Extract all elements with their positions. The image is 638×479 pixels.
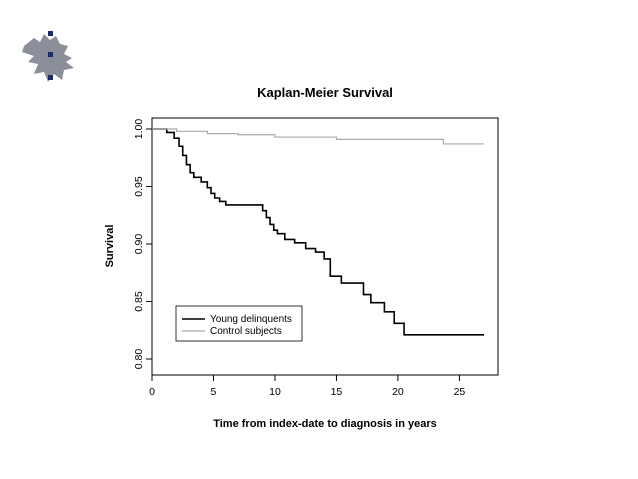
y-axis: 0.80 0.85 0.90 0.95 1.00: [133, 119, 152, 370]
logo-lion-shape: [22, 34, 74, 82]
logo-square-2: [48, 52, 53, 57]
series-line-young-delinquents: [152, 128, 484, 336]
university-logo: [22, 31, 74, 82]
y-tick-label: 0.85: [133, 291, 145, 312]
y-axis-label: Survival: [104, 225, 116, 268]
x-tick-label: 5: [211, 386, 217, 398]
y-tick-label: 0.95: [133, 176, 145, 197]
x-tick-label: 15: [331, 386, 343, 398]
chart-title: Kaplan-Meier Survival: [257, 85, 393, 100]
x-axis-label: Time from index-date to diagnosis in yea…: [213, 418, 437, 430]
x-tick-label: 20: [392, 386, 404, 398]
legend-box: [175, 305, 303, 342]
logo-square-3: [48, 75, 53, 80]
legend-label-young-delinquents: Young delinquents: [210, 314, 292, 325]
legend-label-control-subjects: Control subjects: [210, 326, 282, 337]
x-tick-label: 25: [454, 386, 466, 398]
logo-square-1: [48, 31, 53, 36]
y-tick-label: 1.00: [133, 119, 145, 140]
x-tick-label: 10: [269, 386, 281, 398]
series-line-control-subjects: [152, 128, 484, 145]
x-tick-label: 0: [149, 386, 155, 398]
series-layer: [152, 128, 484, 336]
x-axis: 0 5 10 15 20 25: [149, 375, 465, 398]
y-tick-label: 0.80: [133, 349, 145, 370]
plot-frame: [151, 117, 499, 376]
y-tick-label: 0.90: [133, 234, 145, 255]
legend: Young delinquents Control subjects: [175, 305, 303, 342]
